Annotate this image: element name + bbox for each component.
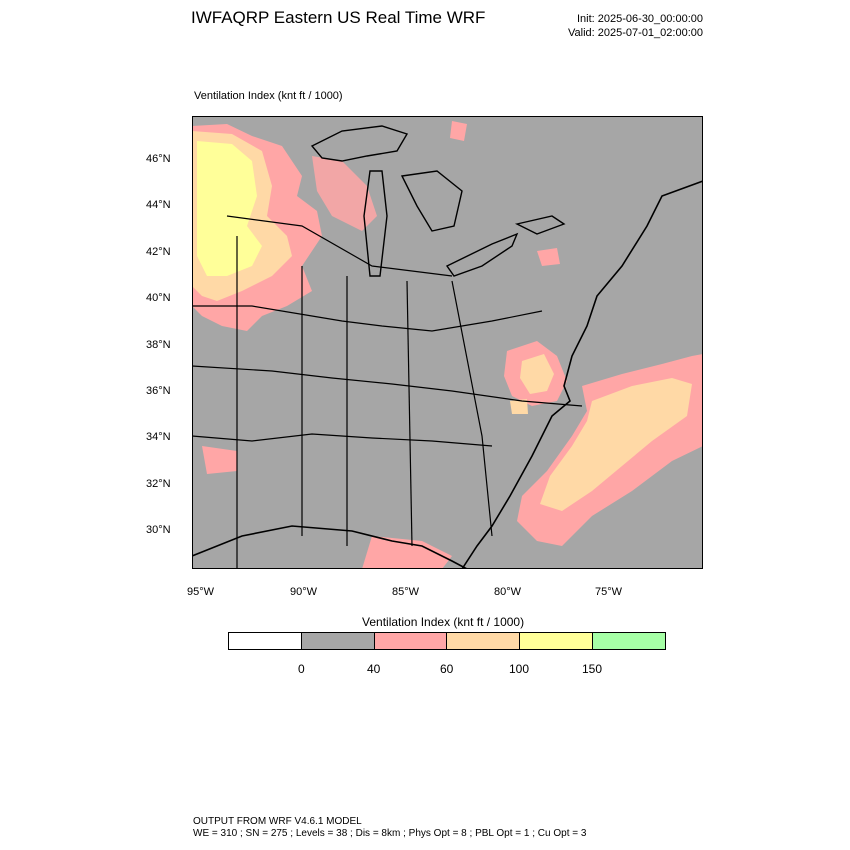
lat-label-38: 38°N bbox=[146, 339, 171, 351]
plot-title: Ventilation Index (knt ft / 1000) bbox=[194, 90, 343, 102]
lake-michigan bbox=[363, 170, 388, 277]
lake-huron bbox=[400, 170, 463, 232]
east-coastline bbox=[461, 180, 703, 569]
lake-erie bbox=[445, 232, 519, 277]
pink-region-wisconsin bbox=[312, 156, 377, 231]
lat-label-34: 34°N bbox=[146, 431, 171, 443]
lon-label-85: 85°W bbox=[392, 586, 420, 598]
pink-region-texas bbox=[202, 446, 237, 474]
valid-time: Valid: 2025-07-01_02:00:00 bbox=[568, 27, 703, 39]
lon-label-75: 75°W bbox=[595, 586, 623, 598]
colorbar-label-60: 60 bbox=[440, 662, 454, 676]
gulf-coastline bbox=[192, 525, 468, 569]
page-title: IWFAQRP Eastern US Real Time WRF bbox=[191, 8, 486, 27]
lon-label-95: 95°W bbox=[187, 586, 215, 598]
boundary-c bbox=[192, 433, 493, 447]
colorbar-bin bbox=[374, 633, 448, 649]
colorbar-label-150: 150 bbox=[582, 662, 603, 676]
boundary-b bbox=[192, 365, 583, 407]
lake-ontario bbox=[514, 215, 566, 235]
boundary-h bbox=[451, 280, 493, 537]
atlantic-high-vi bbox=[202, 354, 703, 569]
orange-region-nc bbox=[510, 399, 528, 414]
colorbar-label-40: 40 bbox=[367, 662, 381, 676]
colorbar-bin bbox=[447, 633, 521, 649]
lat-label-30: 30°N bbox=[146, 524, 171, 536]
pink-region-gulf bbox=[362, 536, 452, 569]
orange-region-atlantic bbox=[540, 378, 692, 511]
lat-label-40: 40°N bbox=[146, 292, 171, 304]
colorbar-bin bbox=[229, 633, 302, 649]
boundary-g bbox=[406, 280, 413, 547]
lon-label-90: 90°W bbox=[290, 586, 318, 598]
lat-label-46: 46°N bbox=[146, 153, 171, 165]
lake-superior bbox=[310, 125, 409, 162]
pink-region-ny bbox=[537, 248, 560, 266]
map-frame bbox=[192, 116, 703, 569]
colorbar-title: Ventilation Index (knt ft / 1000) bbox=[362, 615, 525, 629]
yellow-region-midwest bbox=[197, 141, 262, 276]
virginia-high-vi bbox=[504, 341, 567, 414]
boundary-a bbox=[192, 305, 543, 332]
lon-label-80: 80°W bbox=[494, 586, 522, 598]
colorbar-bin bbox=[301, 633, 375, 649]
lat-label-42: 42°N bbox=[146, 246, 171, 258]
footer-model: OUTPUT FROM WRF V4.6.1 MODEL bbox=[193, 816, 362, 827]
lat-label-36: 36°N bbox=[146, 385, 171, 397]
ventilation-index-map bbox=[192, 116, 703, 569]
colorbar bbox=[228, 632, 666, 650]
great-lakes-outlines bbox=[310, 125, 566, 277]
colorbar-bin bbox=[520, 633, 594, 649]
boundary-i bbox=[226, 215, 453, 277]
lat-label-44: 44°N bbox=[146, 199, 171, 211]
pink-region-ontario bbox=[450, 121, 467, 141]
upper-midwest-high-vi bbox=[192, 121, 560, 331]
init-time: Init: 2025-06-30_00:00:00 bbox=[577, 13, 703, 25]
colorbar-label-0: 0 bbox=[298, 662, 305, 676]
colorbar-bin bbox=[593, 633, 665, 649]
footer-config: WE = 310 ; SN = 275 ; Levels = 38 ; Dis … bbox=[193, 828, 587, 839]
orange-region-virginia bbox=[520, 354, 554, 394]
lat-label-32: 32°N bbox=[146, 478, 171, 490]
state-boundaries bbox=[192, 215, 583, 569]
colorbar-label-100: 100 bbox=[509, 662, 530, 676]
